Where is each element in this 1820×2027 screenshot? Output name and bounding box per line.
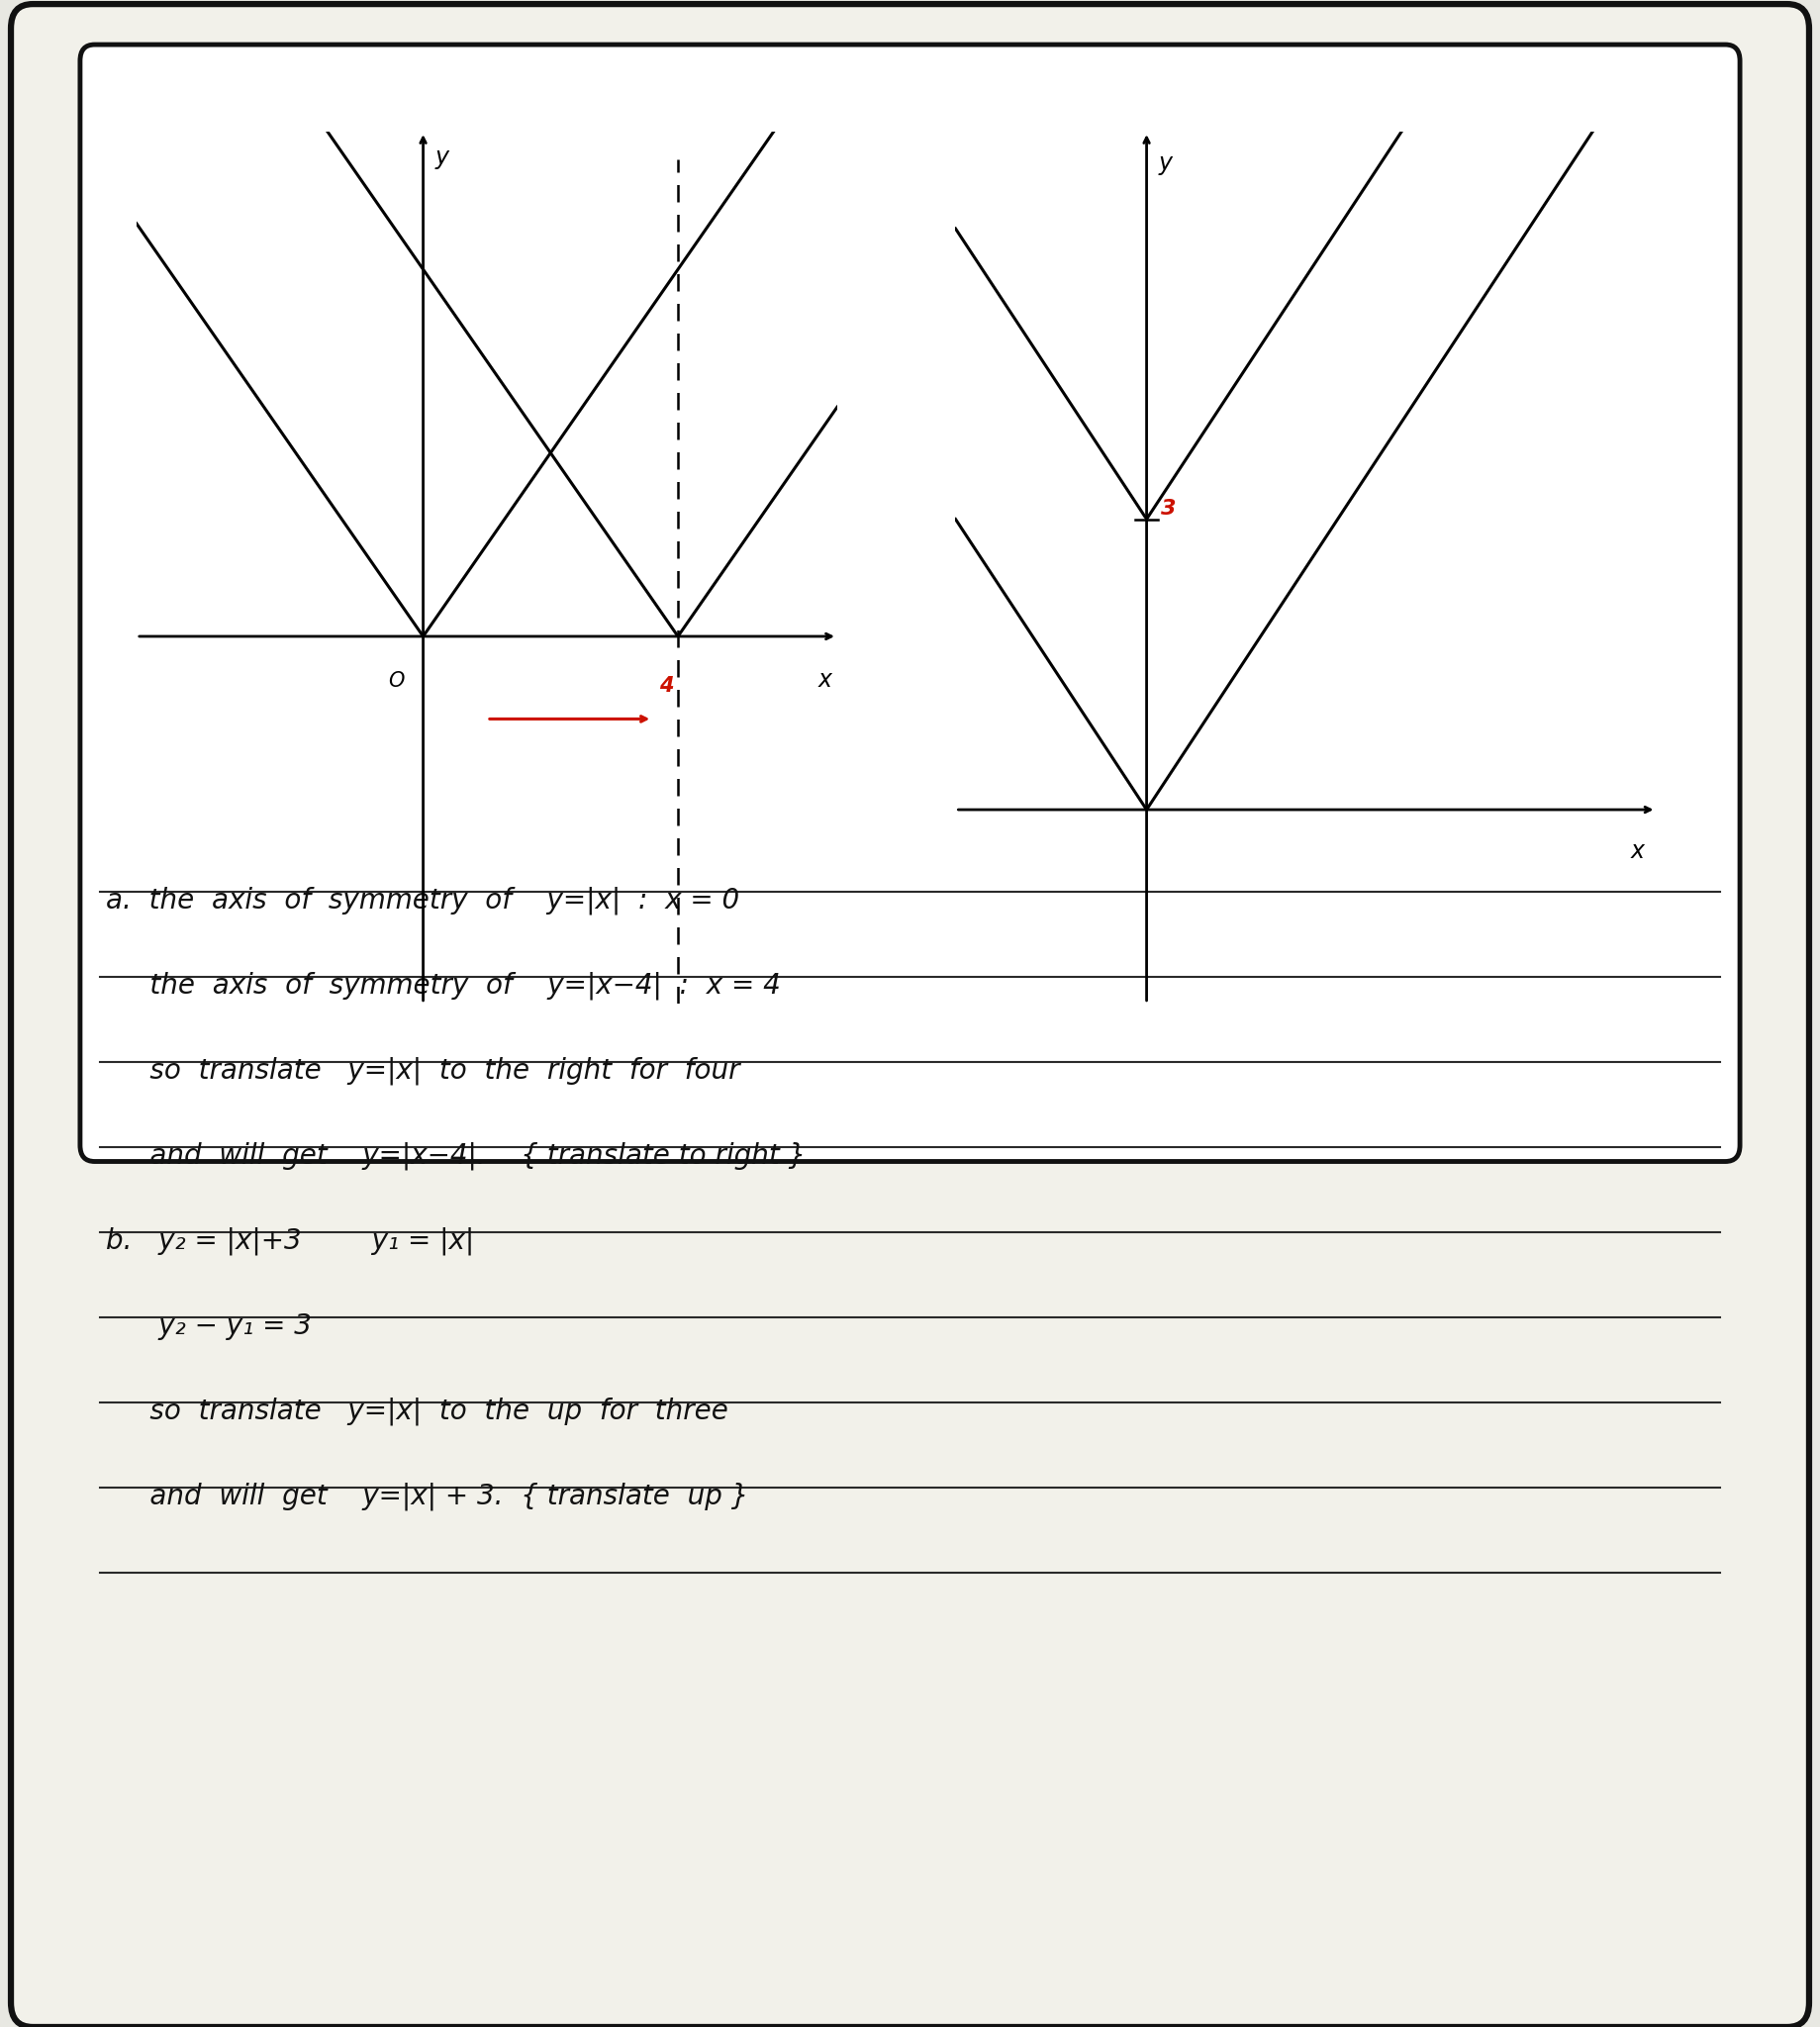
Text: Gouth: Gouth <box>437 774 546 807</box>
Text: so  translate   y=|x|  to  the  up  for  three: so translate y=|x| to the up for three <box>106 1397 728 1425</box>
Text: and  will  get    y=|x−4|.    { translate to right }: and will get y=|x−4|. { translate to rig… <box>106 1141 806 1170</box>
FancyBboxPatch shape <box>80 45 1740 1161</box>
FancyBboxPatch shape <box>11 4 1809 2027</box>
Text: Gouth: Gouth <box>1674 126 1784 158</box>
Text: b.   y₂ = |x|+3        y₁ = |x|: b. y₂ = |x|+3 y₁ = |x| <box>106 1226 473 1255</box>
Text: Gouth: Gouth <box>855 774 965 807</box>
Text: Gouth: Gouth <box>855 1768 965 1800</box>
Text: Gouth: Gouth <box>437 450 546 482</box>
Text: Gouth: Gouth <box>1674 450 1784 482</box>
Text: so  translate   y=|x|  to  the  right  for  four: so translate y=|x| to the right for four <box>106 1056 739 1084</box>
Text: Gouth: Gouth <box>437 1768 546 1800</box>
Text: Gouth: Gouth <box>1674 774 1784 807</box>
Text: Gouth: Gouth <box>855 1119 965 1151</box>
Text: x: x <box>1631 839 1645 864</box>
Text: Gouth: Gouth <box>1674 1119 1784 1151</box>
Text: Gouth: Gouth <box>437 1443 546 1476</box>
Text: Gouth: Gouth <box>36 1443 146 1476</box>
Text: Gouth: Gouth <box>1274 450 1383 482</box>
Text: Gouth: Gouth <box>437 1119 546 1151</box>
Text: Gouth: Gouth <box>1674 1443 1784 1476</box>
Text: Gouth: Gouth <box>855 450 965 482</box>
Text: the  axis  of  symmetry  of    y=|x−4|  :  x = 4: the axis of symmetry of y=|x−4| : x = 4 <box>106 971 781 999</box>
Text: a.  the  axis  of  symmetry  of    y=|x|  :  x = 0: a. the axis of symmetry of y=|x| : x = 0 <box>106 886 739 914</box>
Text: O: O <box>388 671 404 691</box>
Text: Gouth: Gouth <box>36 774 146 807</box>
Text: 4: 4 <box>659 675 673 695</box>
Text: x: x <box>817 669 832 691</box>
Text: Gouth: Gouth <box>855 1443 965 1476</box>
Text: Gouth: Gouth <box>36 126 146 158</box>
Text: y₂ − y₁ = 3: y₂ − y₁ = 3 <box>106 1311 311 1340</box>
Text: Gouth: Gouth <box>36 1768 146 1800</box>
Text: y: y <box>435 146 448 168</box>
Text: Gouth: Gouth <box>437 126 546 158</box>
Text: Gouth: Gouth <box>36 450 146 482</box>
Text: Gouth: Gouth <box>855 126 965 158</box>
Text: y: y <box>1158 152 1172 176</box>
Text: 3: 3 <box>1161 499 1176 519</box>
Text: Gouth: Gouth <box>1274 126 1383 158</box>
Text: Gouth: Gouth <box>1274 1119 1383 1151</box>
Text: Gouth: Gouth <box>36 1119 146 1151</box>
Text: Gouth: Gouth <box>1674 1768 1784 1800</box>
Text: Gouth: Gouth <box>1274 1443 1383 1476</box>
Text: Gouth: Gouth <box>1274 774 1383 807</box>
Text: Gouth: Gouth <box>1274 1768 1383 1800</box>
Text: and  will  get    y=|x| + 3.  { translate  up }: and will get y=|x| + 3. { translate up } <box>106 1482 748 1510</box>
